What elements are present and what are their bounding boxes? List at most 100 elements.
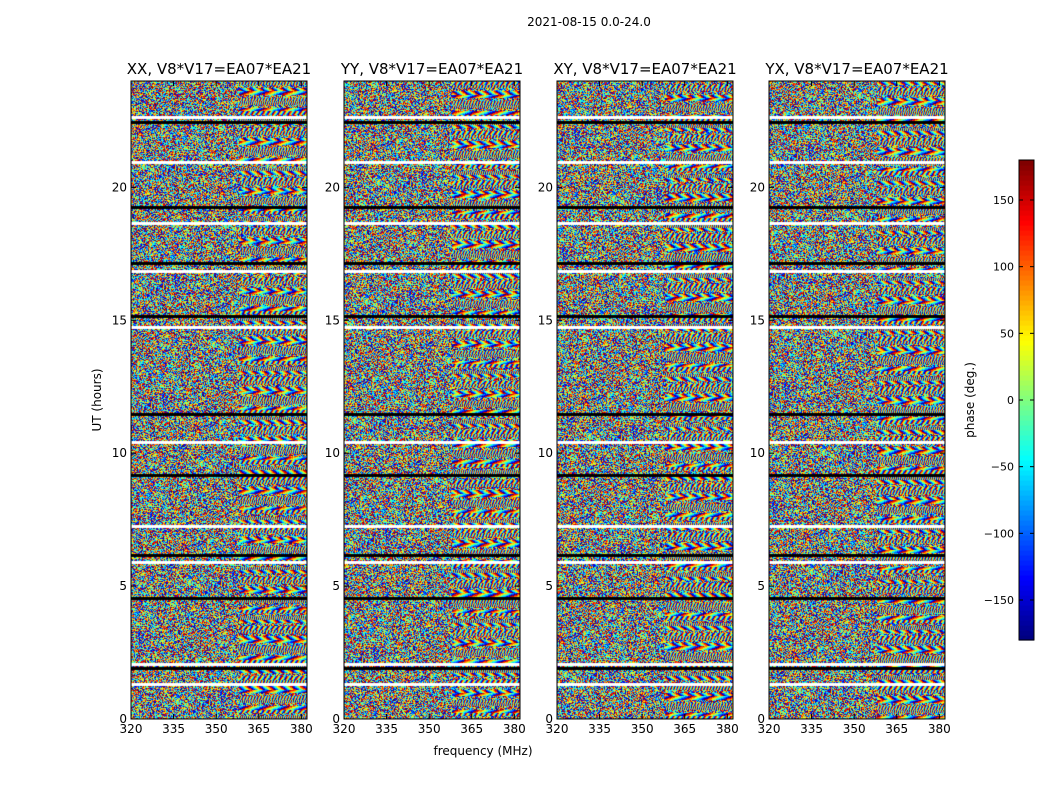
x-tick-label: 380 [503,722,526,736]
y-tick-label: 20 [538,180,553,194]
colorbar-segment [1019,195,1034,201]
panel-frame [768,80,946,720]
y-tick-label: 10 [112,446,127,460]
colorbar-segment [1019,285,1034,291]
x-tick-label: 365 [460,722,483,736]
colorbar-segment [1019,190,1034,196]
y-tick-label: 0 [332,712,340,726]
y-tick-label: 20 [750,180,765,194]
colorbar-segment [1019,515,1034,521]
colorbar-segment [1019,580,1034,586]
y-tick-label: 5 [545,579,553,593]
y-tick-label: 5 [119,579,127,593]
colorbar-segment [1019,595,1034,601]
colorbar-segment [1019,500,1034,506]
figure-suptitle: 2021-08-15 0.0-24.0 [527,15,651,29]
colorbar-segment [1019,330,1034,336]
y-tick-label: 15 [750,313,765,327]
colorbar-segment [1019,205,1034,211]
colorbar-tick-label: −50 [991,461,1014,474]
colorbar-segment [1019,160,1034,166]
colorbar-segment [1019,270,1034,276]
panels: XX, V8*V17=EA07*EA21 320 335 350 365 380 0 5 10 1… [90,60,951,758]
colorbar-segment [1019,440,1034,446]
colorbar-segment [1019,605,1034,611]
colorbar-segment [1019,345,1034,351]
colorbar-segment [1019,600,1034,606]
colorbar-segment [1019,185,1034,191]
colorbar-segment [1019,485,1034,491]
x-tick-label: 350 [418,722,441,736]
colorbar-segment [1019,335,1034,341]
x-tick-label: 335 [800,722,823,736]
colorbar-segment [1019,215,1034,221]
colorbar: 150 100 50 0 −50 −100 −150 phase (deg.) [963,159,1035,641]
colorbar-segment [1019,625,1034,631]
colorbar-segment [1019,470,1034,476]
y-tick-label: 5 [332,579,340,593]
colorbar-segment [1019,460,1034,466]
panel-2: YY, V8*V17=EA07*EA21 320 335 350 365 380 0 5 10 1… [325,60,526,736]
colorbar-segment [1019,315,1034,321]
x-tick-label: 320 [120,722,143,736]
colorbar-segment [1019,390,1034,396]
colorbar-segment [1019,395,1034,401]
panel-frame [130,80,308,720]
colorbar-segment [1019,225,1034,231]
colorbar-segment [1019,235,1034,241]
colorbar-segment [1019,310,1034,316]
colorbar-segment [1019,505,1034,511]
panel-title: XY, V8*V17=EA07*EA21 [553,60,736,78]
x-tick-label: 320 [546,722,569,736]
colorbar-segment [1019,555,1034,561]
colorbar-segment [1019,355,1034,361]
x-tick-label: 320 [758,722,781,736]
colorbar-segment [1019,570,1034,576]
colorbar-segment [1019,350,1034,356]
colorbar-segment [1019,480,1034,486]
y-tick-label: 15 [538,313,553,327]
colorbar-segment [1019,535,1034,541]
panel-title: XX, V8*V17=EA07*EA21 [127,60,311,78]
y-tick-label: 20 [112,180,127,194]
panel-1: XX, V8*V17=EA07*EA21 320 335 350 365 380 0 5 10 1… [112,60,313,736]
colorbar-segment [1019,510,1034,516]
colorbar-segment [1019,220,1034,226]
colorbar-segment [1019,180,1034,186]
colorbar-segment [1019,540,1034,546]
x-tick-label: 365 [247,722,270,736]
colorbar-tick-label: −100 [984,527,1014,540]
colorbar-segment [1019,530,1034,536]
colorbar-segment [1019,465,1034,471]
colorbar-segment [1019,175,1034,181]
colorbar-segment [1019,380,1034,386]
colorbar-segment [1019,615,1034,621]
x-tick-label: 350 [631,722,654,736]
colorbar-segment [1019,375,1034,381]
colorbar-segment [1019,290,1034,296]
colorbar-tick-label: 50 [1000,327,1014,340]
colorbar-segment [1019,575,1034,581]
colorbar-segment [1019,635,1034,641]
colorbar-segment [1019,370,1034,376]
y-tick-label: 20 [325,180,340,194]
x-tick-label: 335 [375,722,398,736]
x-tick-label: 335 [588,722,611,736]
colorbar-segment [1019,520,1034,526]
colorbar-segment [1019,325,1034,331]
colorbar-segment [1019,210,1034,216]
colorbar-segment [1019,620,1034,626]
colorbar-segment [1019,525,1034,531]
colorbar-segment [1019,410,1034,416]
colorbar-segment [1019,565,1034,571]
colorbar-label: phase (deg.) [963,362,977,438]
panel-frame [556,80,734,720]
colorbar-segment [1019,585,1034,591]
colorbar-segment [1019,435,1034,441]
colorbar-segment [1019,560,1034,566]
colorbar-segment [1019,610,1034,616]
x-tick-label: 380 [290,722,313,736]
colorbar-segment [1019,385,1034,391]
y-tick-label: 10 [750,446,765,460]
